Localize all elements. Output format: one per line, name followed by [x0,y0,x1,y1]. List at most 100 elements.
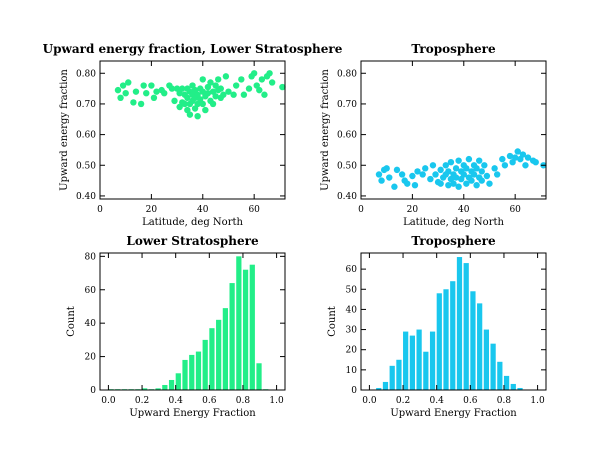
chart-title: Troposphere [411,234,496,248]
chart-title: Troposphere [411,42,496,56]
data-point [465,155,473,163]
histogram-bar [450,281,456,390]
histogram-bar [256,363,262,390]
data-point [511,154,519,161]
histogram-bar [195,351,202,390]
x-tick-label: 0 [97,205,103,215]
x-tick-label: 40 [458,205,470,215]
histogram-bar [409,335,415,390]
data-point [204,90,212,97]
plot-frame [99,252,286,391]
data-point [483,172,491,180]
y-tick-label: 40 [346,305,358,315]
y-tick-label: 20 [85,353,97,363]
histogram-bar [249,264,255,390]
data-point [386,174,393,181]
data-point [447,159,455,166]
histogram-bar [497,361,503,390]
chart-title: Lower Stratosphere [126,234,259,248]
data-point [378,177,385,184]
y-tick-label: 0 [90,386,96,396]
data-point [214,76,222,83]
histogram-bar [510,383,516,390]
histogram-bar [242,269,249,390]
y-tick-label: 50 [346,285,358,295]
data-point [481,162,488,169]
histogram-bar [382,381,389,390]
data-point [202,106,209,114]
histogram-bar [477,303,483,390]
histogram-bar [182,359,188,390]
histogram-bar [490,343,496,390]
data-point [411,182,419,189]
x-tick-label: 40 [197,205,209,215]
data-point [375,171,383,178]
histogram-panel-lower-stratosphere: Lower Stratosphere 0.0 0.2 0.4 0.6 0.8 1.0 0 20 4… [66,234,286,419]
data-point [437,166,444,174]
data-point [245,85,253,92]
y-tick-label: 0.80 [76,69,96,79]
histogram-bar [443,289,449,390]
plot-frame [360,252,547,391]
data-point [125,79,132,86]
data-point [266,70,273,77]
data-point [199,76,206,83]
y-tick-label: 0.40 [337,192,357,202]
histogram-bar [175,373,181,390]
y-tick-label: 0.50 [337,161,357,171]
y-tick-label: 0.60 [337,131,357,141]
plot-frame [99,60,286,200]
data-point [119,82,127,89]
x-tick-label: 0 [358,205,364,215]
data-point [181,100,188,108]
histogram-bar [162,384,168,390]
data-point [514,148,521,155]
data-point [199,100,206,108]
data-point [522,162,529,169]
plot-frame [360,60,547,200]
histogram-bar [202,339,208,390]
histogram-bar [470,291,476,390]
data-point [250,70,258,77]
data-point [261,91,268,98]
x-tick-label: 0.8 [497,396,512,406]
data-point [427,175,434,183]
data-point [148,82,155,89]
data-point [179,85,186,92]
data-point [463,165,470,172]
data-point [391,183,398,190]
data-point [393,166,401,174]
data-point [432,171,439,178]
x-tick-label: 20 [407,205,419,215]
data-point [140,82,147,89]
data-point [452,174,460,181]
data-point [230,91,237,98]
x-tick-label: 0.2 [135,396,149,406]
histogram-bar [142,388,148,390]
data-point [524,154,532,161]
data-point [130,99,137,106]
data-point [437,180,444,187]
y-tick-label: 0.50 [76,161,96,171]
data-point [455,157,462,164]
histogram-bar [416,329,422,390]
histogram-bar [517,387,523,390]
x-axis-label: Upward Energy Fraction [129,408,256,419]
data-point [122,90,129,97]
data-point [171,97,178,105]
histogram-bar [222,308,228,390]
data-point [460,171,467,178]
x-tick-label: 0.8 [236,396,251,406]
y-tick-label: 0.70 [337,100,357,110]
y-tick-label: 40 [85,319,97,329]
data-point [519,151,527,158]
y-tick-label: 80 [85,252,97,262]
data-point [532,159,539,166]
histogram-bar [396,359,402,390]
data-point [493,171,501,178]
x-tick-label: 1.0 [530,396,545,406]
x-tick-label: 0.2 [396,396,410,406]
y-tick-label: 0.70 [76,100,96,110]
histogram-bar [503,375,510,390]
